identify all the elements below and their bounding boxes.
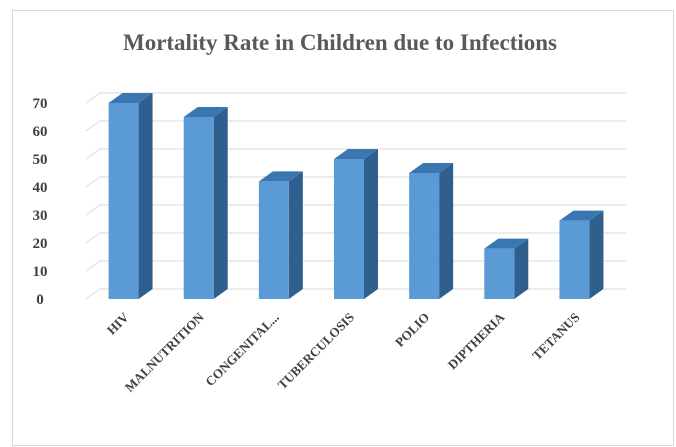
x-tick-label: POLIO [392, 310, 432, 350]
bar-front [183, 117, 214, 299]
bar [258, 171, 303, 299]
x-tick-label: MALNUTRITION [122, 309, 208, 395]
bar-front [409, 173, 440, 299]
x-tick-label: DIPTHERIA [445, 309, 508, 372]
y-tick-label: 40 [33, 180, 48, 196]
chart-title: Mortality Rate in Children due to Infect… [123, 30, 557, 55]
bar-front [334, 159, 364, 299]
x-tick-label: TUBERCULOSIS [274, 310, 357, 393]
bar-side [138, 93, 153, 299]
y-tick-label: 20 [33, 236, 48, 252]
bar-top [409, 163, 454, 173]
bar [108, 93, 153, 299]
gridline-depth [85, 176, 101, 188]
y-tick-label: 70 [33, 96, 48, 112]
bar-top [334, 149, 378, 159]
x-tick-label: HIV [104, 309, 132, 337]
bar-side [288, 171, 303, 299]
y-tick-label: 60 [33, 124, 48, 140]
y-axis: 0 10 20 30 40 50 60 70 [33, 96, 48, 308]
gridline-depth [85, 288, 101, 300]
bar-top [484, 238, 529, 249]
bar [484, 238, 529, 299]
bar-side [364, 149, 378, 299]
x-tick-label: CONGENITAL... [202, 310, 282, 390]
x-tick-label: TETANUS [529, 310, 582, 363]
bar-front [258, 181, 289, 299]
bar-front [108, 103, 139, 299]
bar-side [514, 238, 529, 299]
y-tick-label: 50 [33, 152, 48, 168]
bar-top [183, 107, 228, 117]
bar-top [108, 93, 153, 103]
gridline-depth [85, 148, 101, 160]
gridline-depth [85, 260, 101, 272]
bar-front [559, 220, 590, 299]
bar-top [559, 210, 604, 221]
bar [334, 149, 378, 299]
bars [108, 93, 604, 299]
bar-side [439, 163, 454, 299]
bar-side [589, 210, 604, 299]
bar [409, 163, 454, 299]
y-tick-label: 30 [33, 208, 48, 224]
bar-front [484, 248, 515, 299]
y-tick-label: 0 [36, 292, 44, 308]
gridline-depth [85, 92, 101, 104]
x-axis: HIVMALNUTRITIONCONGENITAL...TUBERCULOSIS… [104, 309, 583, 395]
bar-top [258, 171, 303, 182]
gridline-depth [85, 204, 101, 216]
gridline-depth [85, 232, 101, 244]
gridline-depth [85, 120, 101, 132]
y-tick-label: 10 [33, 264, 48, 280]
bar-side [213, 107, 228, 299]
bar [183, 107, 228, 299]
bar [559, 210, 604, 299]
